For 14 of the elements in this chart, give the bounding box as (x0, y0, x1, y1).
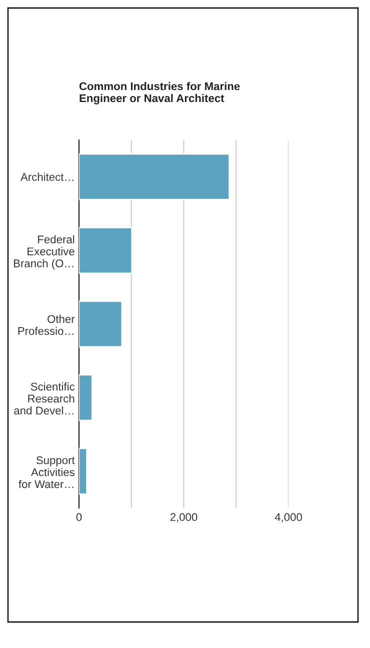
x-tick-label: 2,000 (170, 513, 198, 522)
y-tick-label: Architect… (20, 172, 74, 181)
y-tick-label: Federal Executive Branch (O… (14, 235, 74, 270)
bar (79, 448, 88, 495)
y-tick-label: Other Professio… (18, 314, 75, 335)
y-tick-label: Support Activities for Water… (18, 456, 75, 488)
bar (79, 374, 93, 422)
bar (79, 226, 133, 274)
x-tick-label: 4,000 (274, 513, 302, 522)
y-tick-label: Scientific Research and Devel… (14, 382, 75, 415)
x-tick-label: 0 (76, 513, 82, 522)
chart-title: Common Industries for Marine Engineer or Naval Architect (79, 82, 240, 104)
bar (79, 300, 123, 348)
bar (79, 153, 230, 200)
